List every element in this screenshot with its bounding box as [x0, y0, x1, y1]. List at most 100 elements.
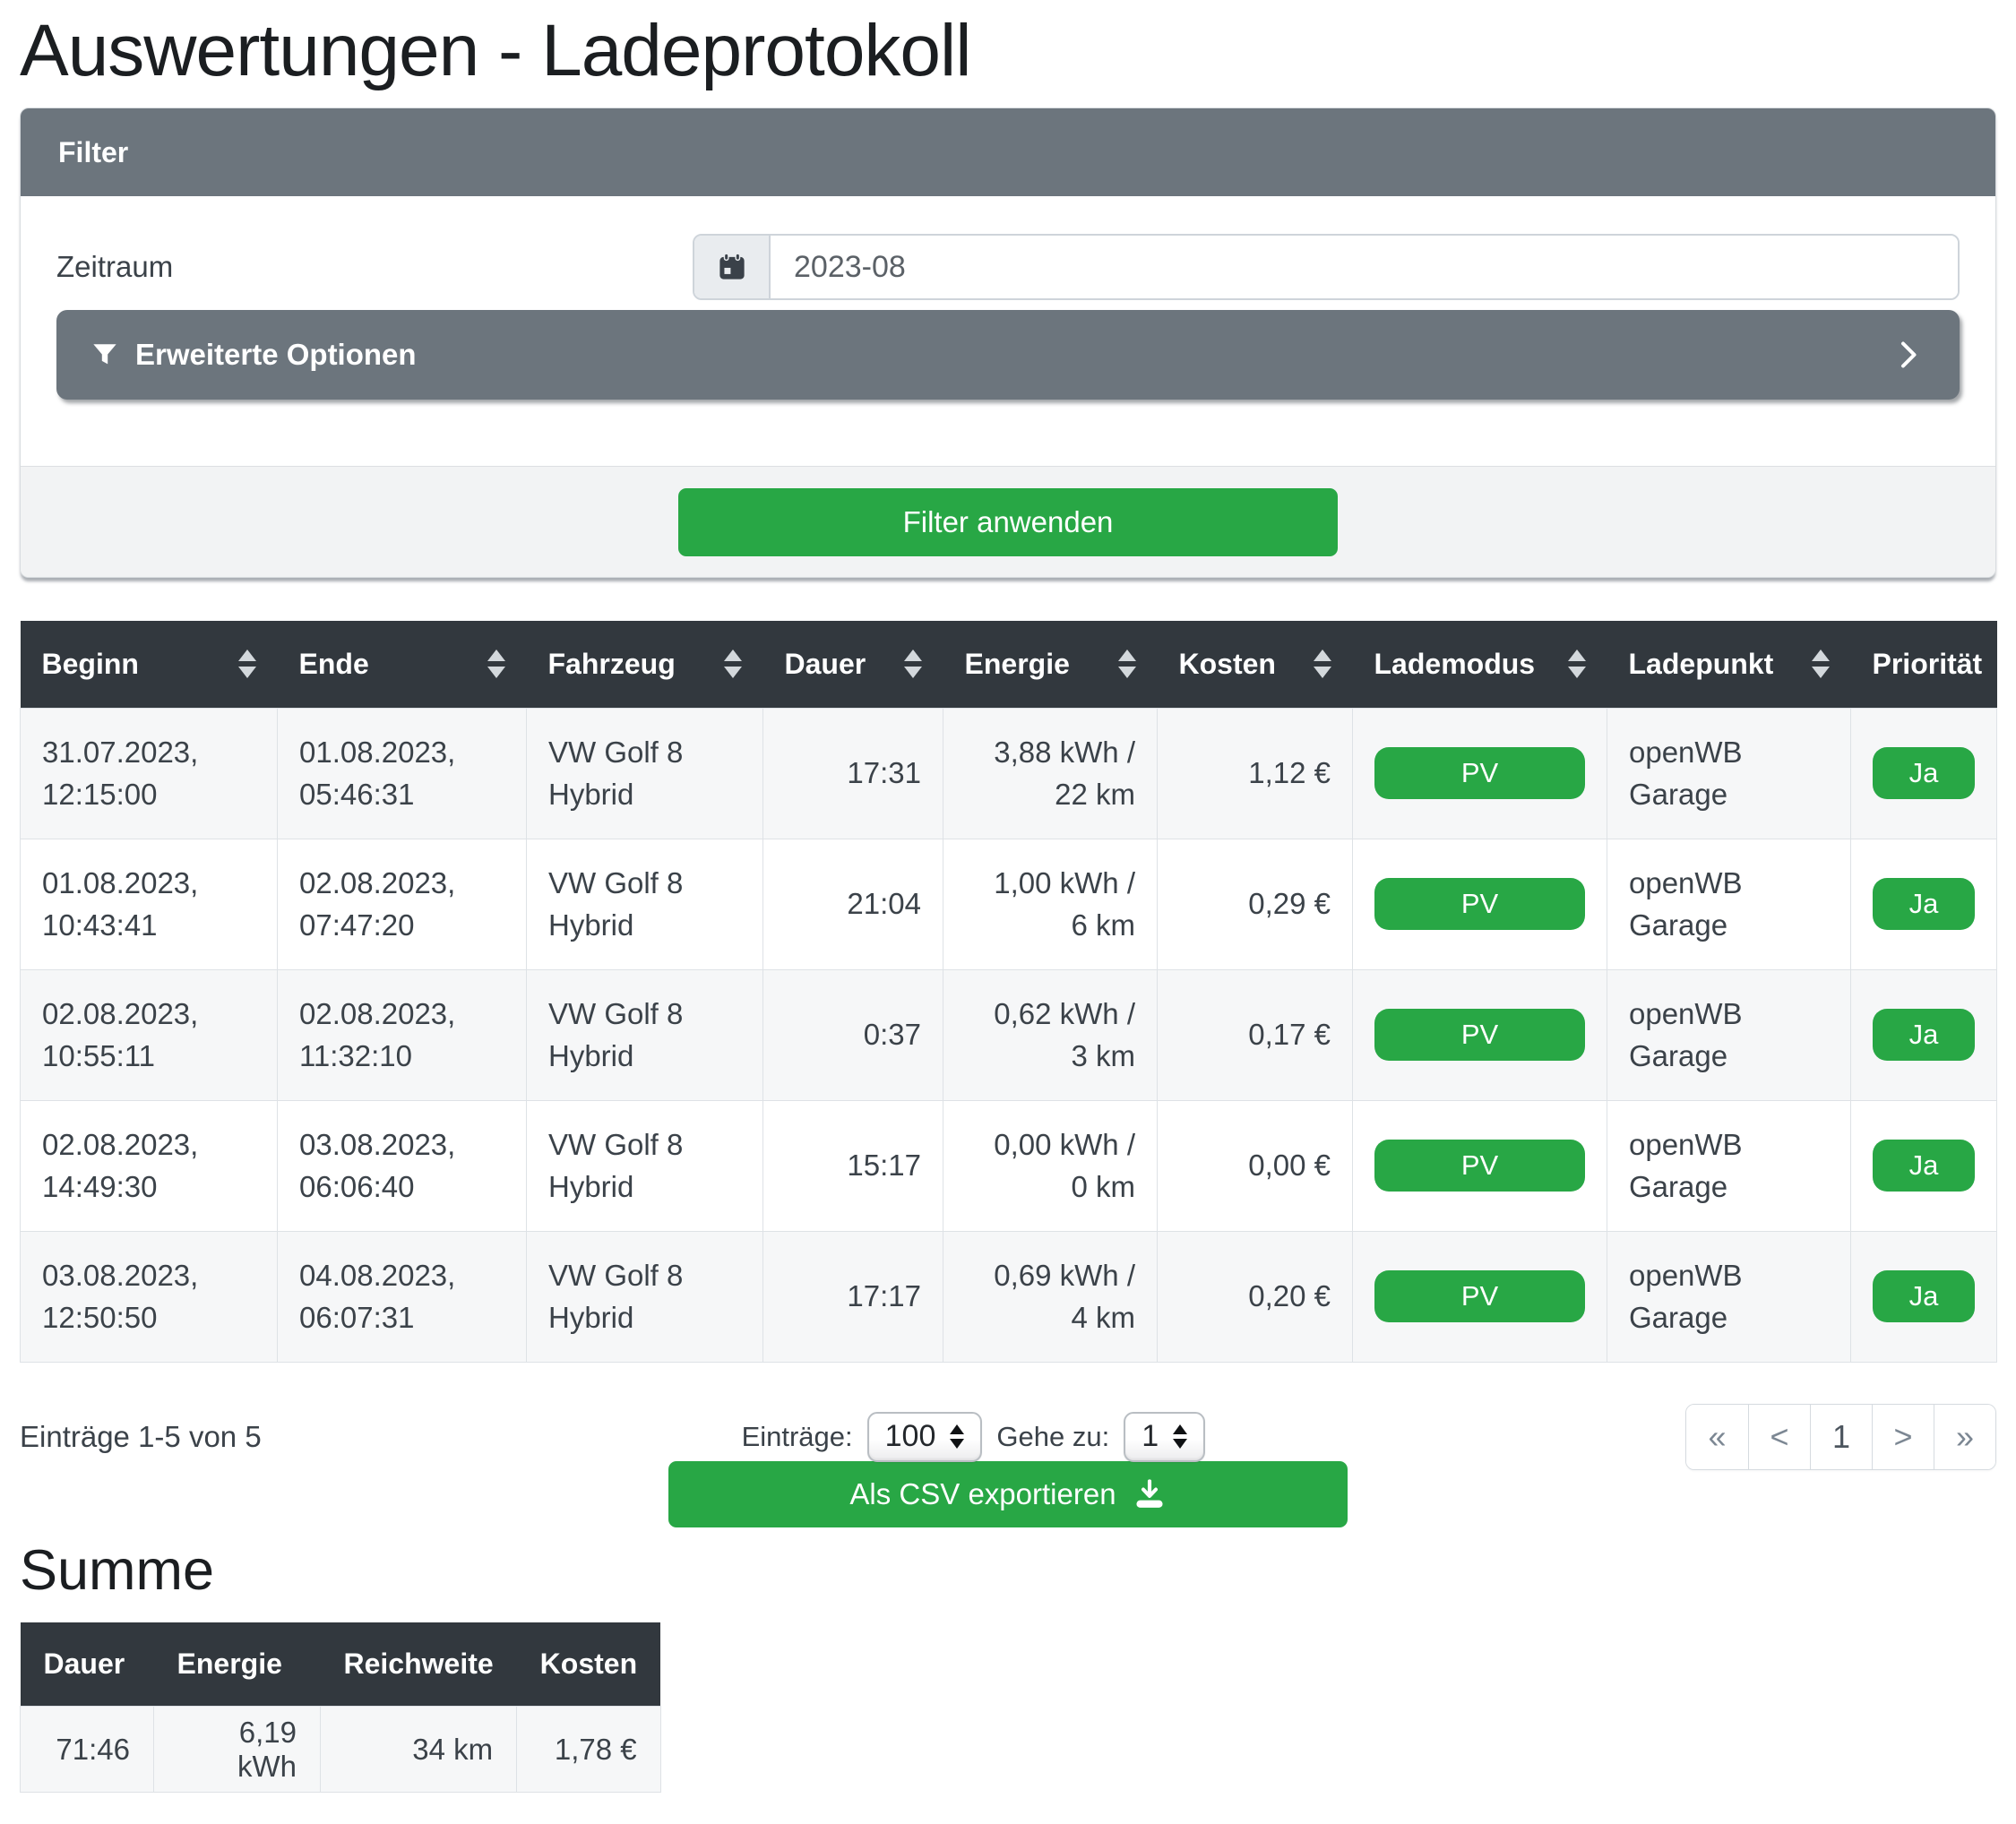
page-size-controls: Einträge: 100 Gehe zu: 1: [741, 1411, 1206, 1462]
entries-select[interactable]: 100: [866, 1411, 983, 1462]
col-header-lademodus[interactable]: Lademodus: [1352, 621, 1607, 709]
cell-dauer: 17:31: [762, 707, 943, 839]
cell-lademodus: PV: [1352, 968, 1607, 1101]
cell-ladepunkt: openWB Garage: [1607, 1099, 1851, 1232]
page-container: Auswertungen - Ladeprotokoll Filter Zeit…: [0, 10, 2016, 1794]
sum-col-dauer: Dauer: [20, 1622, 154, 1707]
zeitraum-input-group: [693, 234, 1960, 301]
sort-icon: [903, 650, 922, 679]
cell-fahrzeug: VW Golf 8 Hybrid: [526, 1099, 763, 1232]
apply-filter-button[interactable]: Filter anwenden: [678, 487, 1338, 556]
filter-card-header: Filter: [21, 108, 1995, 197]
sum-col-kosten: Kosten: [516, 1622, 661, 1707]
summary-title: Summe: [20, 1538, 215, 1602]
cell-prioritaet: Ja: [1850, 1099, 1997, 1232]
filter-card-body: Zeitraum: [21, 196, 1995, 466]
prioritaet-badge[interactable]: Ja: [1873, 878, 1975, 931]
sort-icon: [1567, 650, 1586, 679]
sum-kosten: 1,78 €: [516, 1706, 661, 1794]
cell-energie: 3,88 kWh / 22 km: [943, 707, 1158, 839]
zeitraum-row: Zeitraum: [56, 234, 1960, 301]
pagination-group: « < 1 > »: [1685, 1403, 1996, 1470]
prioritaet-badge[interactable]: Ja: [1873, 1270, 1975, 1323]
zeitraum-label: Zeitraum: [56, 250, 174, 284]
table-row: 31.07.2023, 12:15:00 01.08.2023, 05:46:3…: [20, 707, 1997, 839]
sum-col-reichweite: Reichweite: [320, 1622, 517, 1707]
filter-card-footer: Filter anwenden: [21, 466, 1995, 578]
prev-page-button[interactable]: <: [1748, 1404, 1810, 1469]
lademodus-badge[interactable]: PV: [1374, 1009, 1585, 1062]
calendar-icon: [694, 236, 771, 299]
goto-page-select[interactable]: 1: [1124, 1411, 1206, 1462]
cell-beginn: 02.08.2023, 10:55:11: [20, 968, 278, 1101]
table-controls: Einträge 1-5 von 5 Einträge: 100 Gehe zu…: [20, 1403, 1996, 1470]
col-header-fahrzeug[interactable]: Fahrzeug: [526, 621, 763, 709]
col-header-beginn[interactable]: Beginn: [20, 621, 278, 709]
cell-beginn: 02.08.2023, 14:49:30: [20, 1099, 278, 1232]
col-header-kosten[interactable]: Kosten: [1157, 621, 1353, 709]
first-page-button[interactable]: «: [1686, 1404, 1748, 1469]
cell-beginn: 03.08.2023, 12:50:50: [20, 1230, 278, 1363]
col-header-energie[interactable]: Energie: [943, 621, 1158, 709]
cell-prioritaet: Ja: [1850, 707, 1997, 839]
cell-fahrzeug: VW Golf 8 Hybrid: [526, 707, 763, 839]
filter-card-title: Filter: [58, 135, 129, 168]
col-header-ende[interactable]: Ende: [277, 621, 527, 709]
cell-ladepunkt: openWB Garage: [1607, 1230, 1851, 1363]
sort-icon: [237, 650, 256, 679]
table-row: 03.08.2023, 12:50:50 04.08.2023, 06:07:3…: [20, 1230, 1997, 1363]
sort-icon: [1117, 650, 1136, 679]
prioritaet-badge[interactable]: Ja: [1873, 1009, 1975, 1062]
cell-lademodus: PV: [1352, 838, 1607, 970]
prioritaet-badge[interactable]: Ja: [1873, 1140, 1975, 1192]
summary-row: 71:46 6,19 kWh 34 km 1,78 €: [20, 1706, 661, 1794]
entries-select-label: Einträge:: [741, 1420, 853, 1452]
col-header-ladepunkt[interactable]: Ladepunkt: [1607, 621, 1851, 709]
advanced-options-button[interactable]: Erweiterte Optionen: [56, 310, 1960, 400]
cell-ende: 03.08.2023, 06:06:40: [277, 1099, 527, 1232]
lademodus-badge[interactable]: PV: [1374, 878, 1585, 931]
filter-card: Filter Zeitraum: [20, 108, 1996, 579]
cell-ende: 04.08.2023, 06:07:31: [277, 1230, 527, 1363]
cell-lademodus: PV: [1352, 707, 1607, 839]
lademodus-badge[interactable]: PV: [1374, 747, 1585, 800]
zeitraum-input[interactable]: [771, 236, 1958, 299]
summary-table: Dauer Energie Reichweite Kosten 71:46 6,…: [20, 1622, 661, 1794]
cell-energie: 1,00 kWh / 6 km: [943, 838, 1158, 970]
cell-fahrzeug: VW Golf 8 Hybrid: [526, 838, 763, 970]
last-page-button[interactable]: »: [1934, 1404, 1995, 1469]
cell-dauer: 15:17: [762, 1099, 943, 1232]
col-header-dauer[interactable]: Dauer: [762, 621, 943, 709]
cell-kosten: 1,12 €: [1157, 707, 1353, 839]
col-header-prioritaet[interactable]: Priorität: [1850, 621, 1997, 709]
cell-energie: 0,62 kWh / 3 km: [943, 968, 1158, 1101]
sum-dauer: 71:46: [20, 1706, 154, 1794]
cell-dauer: 17:17: [762, 1230, 943, 1363]
table-row: 02.08.2023, 10:55:11 02.08.2023, 11:32:1…: [20, 968, 1997, 1101]
sum-col-energie: Energie: [153, 1622, 321, 1707]
cell-kosten: 0,00 €: [1157, 1099, 1353, 1232]
stepper-icon: [950, 1424, 965, 1450]
export-csv-label: Als CSV exportieren: [849, 1476, 1116, 1510]
cell-energie: 0,69 kWh / 4 km: [943, 1230, 1158, 1363]
export-csv-button[interactable]: Als CSV exportieren: [668, 1460, 1348, 1527]
cell-dauer: 21:04: [762, 838, 943, 970]
lademodus-badge[interactable]: PV: [1374, 1270, 1585, 1323]
cell-ende: 02.08.2023, 07:47:20: [277, 838, 527, 970]
lademodus-badge[interactable]: PV: [1374, 1140, 1585, 1192]
prioritaet-badge[interactable]: Ja: [1873, 747, 1975, 800]
sort-icon: [723, 650, 742, 679]
cell-lademodus: PV: [1352, 1099, 1607, 1232]
current-page-button[interactable]: 1: [1810, 1404, 1872, 1469]
cell-beginn: 01.08.2023, 10:43:41: [20, 838, 278, 970]
cell-kosten: 0,17 €: [1157, 968, 1353, 1101]
sort-icon: [1313, 650, 1331, 679]
page-title: Auswertungen - Ladeprotokoll: [20, 10, 971, 91]
cell-fahrzeug: VW Golf 8 Hybrid: [526, 968, 763, 1101]
cell-beginn: 31.07.2023, 12:15:00: [20, 707, 278, 839]
cell-dauer: 0:37: [762, 968, 943, 1101]
stepper-icon: [1173, 1424, 1188, 1450]
cell-ende: 01.08.2023, 05:46:31: [277, 707, 527, 839]
cell-prioritaet: Ja: [1850, 1230, 1997, 1363]
next-page-button[interactable]: >: [1872, 1404, 1934, 1469]
